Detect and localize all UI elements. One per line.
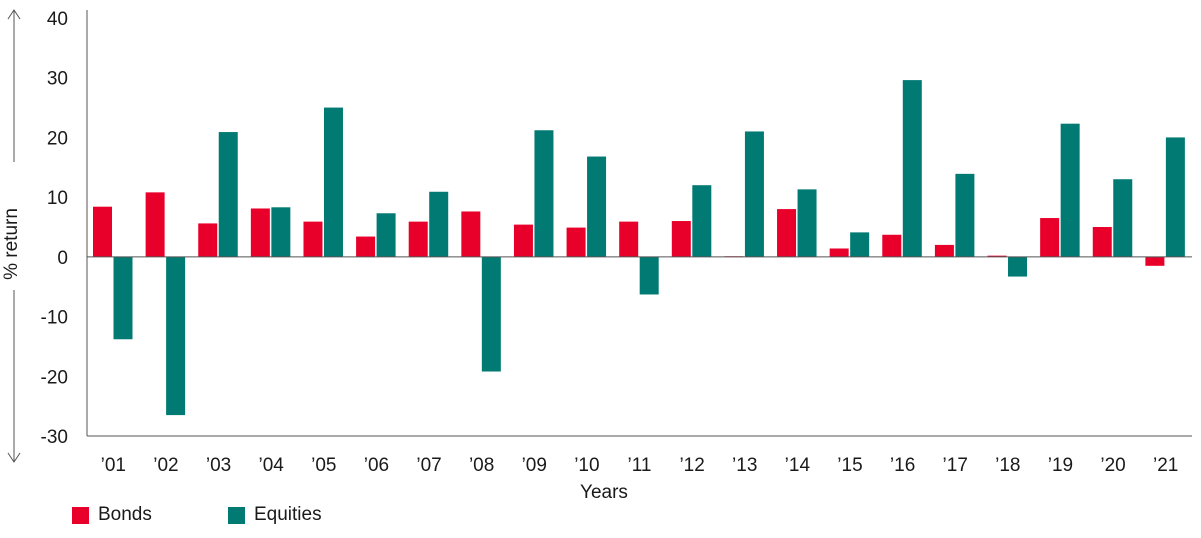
x-tick-label: ’11 — [628, 455, 652, 476]
legend-swatch-equities — [228, 506, 245, 524]
y-tick-label: 0 — [57, 248, 68, 269]
bar-bonds — [671, 221, 691, 257]
y-tick-label: -10 — [41, 308, 68, 329]
x-tick-label: ’10 — [574, 455, 599, 476]
bar-bonds — [934, 244, 954, 257]
legend-item-bonds: Bonds — [72, 504, 228, 526]
bar-equities — [1060, 123, 1080, 257]
x-tick-label: ’05 — [311, 455, 336, 476]
y-tick-label: -30 — [41, 427, 68, 448]
bar-equities — [587, 156, 607, 257]
bar-equities — [744, 131, 764, 257]
x-tick-label: ’15 — [837, 455, 862, 476]
bar-equities — [534, 130, 554, 257]
bar-equities — [323, 107, 343, 257]
x-tick-label: ’04 — [258, 455, 284, 476]
legend: Bonds Equities — [72, 503, 322, 527]
x-tick-label: ’14 — [785, 455, 811, 476]
bar-equities — [166, 256, 186, 416]
bar-bonds — [250, 208, 270, 257]
x-tick-label: ’18 — [995, 455, 1020, 476]
bar-bonds — [987, 255, 1007, 257]
x-tick-label: ’16 — [890, 455, 915, 476]
x-tick-label: ’07 — [416, 455, 441, 476]
y-tick-label: 10 — [47, 188, 68, 209]
bar-bonds — [566, 227, 586, 257]
x-axis-tick-labels: ’01 ’02 ’03 ’04 ’05 ’06 ’07 ’08 ’09 ’10 ’11 ’12 ’13 ’… — [101, 455, 1179, 476]
x-tick-label: ’13 — [732, 455, 757, 476]
bar-bonds — [777, 209, 797, 257]
bar-equities — [692, 185, 712, 257]
bars — [93, 80, 1185, 416]
bar-equities — [1008, 256, 1028, 277]
bar-equities — [429, 191, 449, 257]
x-tick-label: ’21 — [1153, 455, 1178, 476]
bar-equities — [955, 173, 975, 257]
bar-equities — [1113, 179, 1133, 257]
x-tick-label: ’03 — [206, 455, 231, 476]
bar-bonds — [1092, 227, 1112, 257]
bar-bonds — [619, 221, 639, 257]
y-axis-direction-arrows — [7, 9, 21, 463]
bar-equities — [1165, 137, 1185, 257]
x-tick-label: ’19 — [1048, 455, 1073, 476]
bar-bonds — [1145, 256, 1165, 266]
bar-equities — [271, 207, 291, 257]
bar-bonds — [882, 234, 902, 257]
x-tick-label: ’17 — [943, 455, 968, 476]
y-tick-label: -20 — [41, 367, 68, 388]
legend-swatch-bonds — [72, 506, 89, 524]
x-tick-label: ’20 — [1100, 455, 1125, 476]
bar-bonds — [356, 236, 376, 257]
legend-label-bonds: Bonds — [98, 504, 152, 525]
bar-bonds — [145, 192, 165, 257]
bar-bonds — [829, 248, 849, 257]
x-tick-label: ’09 — [522, 455, 547, 476]
x-tick-label: ’08 — [469, 455, 494, 476]
legend-item-equities: Equities — [228, 504, 322, 526]
bar-equities — [902, 80, 922, 257]
y-tick-label: 20 — [47, 128, 68, 149]
bar-equities — [218, 132, 238, 257]
x-tick-label: ’01 — [101, 455, 126, 476]
y-tick-label: 40 — [47, 9, 68, 30]
legend-label-equities: Equities — [254, 504, 322, 525]
bar-bonds — [408, 221, 428, 257]
y-axis-title: % return — [1, 208, 22, 280]
bar-equities — [797, 189, 817, 257]
bar-bonds — [461, 211, 481, 257]
y-axis-tick-labels: 40 30 20 10 0 -10 -20 -30 — [41, 9, 68, 448]
x-axis-title: Years — [580, 482, 628, 503]
bar-equities — [376, 213, 396, 257]
x-tick-label: ’02 — [153, 455, 178, 476]
bar-bonds — [198, 223, 218, 257]
x-tick-label: ’06 — [364, 455, 389, 476]
bar-equities — [639, 256, 659, 295]
bar-bonds — [303, 221, 323, 257]
bar-equities — [481, 256, 501, 372]
bar-bonds — [1040, 218, 1060, 257]
bar-bonds — [513, 224, 533, 257]
y-tick-label: 30 — [47, 69, 68, 90]
bar-equities — [850, 232, 870, 257]
bar-equities — [113, 256, 133, 340]
bar-bonds — [93, 206, 112, 257]
x-tick-label: ’12 — [679, 455, 704, 476]
